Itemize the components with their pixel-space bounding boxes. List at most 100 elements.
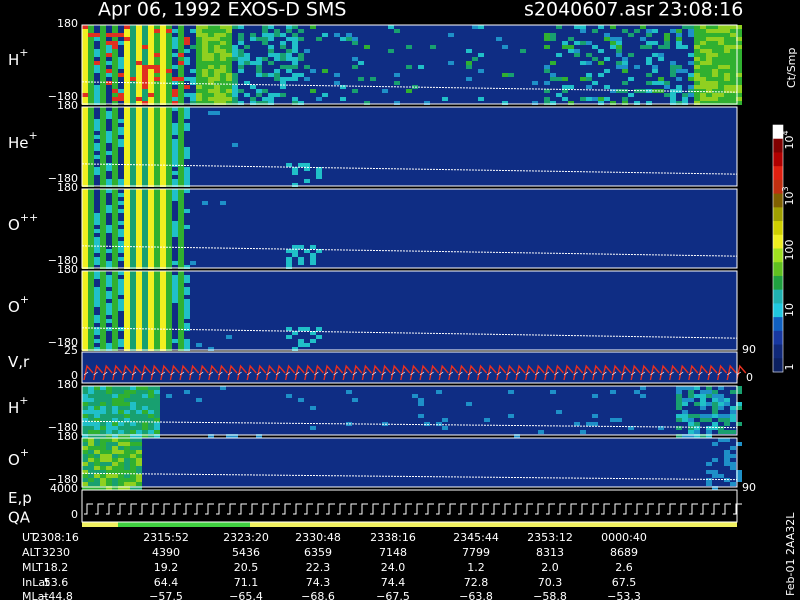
spectrogram-cell	[706, 430, 712, 434]
spectrogram-cell	[124, 101, 130, 105]
spectrogram-cell	[142, 249, 148, 253]
spectrogram-cell	[118, 279, 124, 283]
spectrogram-cell	[670, 29, 676, 33]
spectrogram-cell	[106, 189, 112, 193]
plots	[81, 24, 784, 527]
spectrogram-cell	[706, 97, 712, 101]
spectrogram-cell	[424, 101, 430, 105]
spectrogram-cell	[712, 442, 718, 446]
spectrogram-cell	[718, 89, 724, 93]
spectrogram-cell	[550, 61, 556, 65]
spectrogram-cell	[148, 217, 154, 221]
spectrogram-cell	[718, 81, 724, 85]
spectrogram-cell	[100, 143, 106, 147]
spectrogram-cell	[718, 386, 724, 390]
spectrogram-cell	[94, 245, 100, 249]
spectrogram-cell	[226, 81, 232, 85]
spectrogram-cell	[100, 33, 106, 37]
spectrogram-cell	[130, 426, 136, 430]
spectrogram-cell	[292, 77, 298, 81]
spectrogram-cell	[124, 454, 130, 458]
spectrogram-cell	[178, 171, 184, 175]
spectrogram-cell	[640, 386, 646, 390]
spectrogram-cell	[184, 209, 190, 213]
spectrogram-cell	[112, 398, 118, 402]
spectrogram-cell	[706, 89, 712, 93]
spectrogram-cell	[136, 167, 142, 171]
spectrogram-cell	[136, 57, 142, 61]
spectrogram-cell	[466, 65, 472, 69]
spectrogram-cell	[196, 73, 202, 77]
spectrogram-cell	[256, 434, 262, 438]
spectrogram-cell	[136, 486, 142, 490]
spectrogram-cell	[700, 398, 706, 402]
spectrogram-cell	[154, 197, 160, 201]
spectrogram-cell	[736, 442, 742, 446]
spectrogram-cell	[124, 41, 130, 45]
spectrogram-cell	[82, 49, 88, 53]
spectrogram-cell	[244, 81, 250, 85]
spectrogram-cell	[112, 418, 118, 422]
spectrogram-cell	[112, 101, 118, 105]
spectrogram-cell	[622, 97, 628, 101]
spectrogram-cell	[136, 339, 142, 343]
spectrogram-cell	[292, 167, 298, 171]
spectrogram-cell	[202, 97, 208, 101]
spectrogram-cell	[316, 249, 322, 253]
spectrogram-cell	[700, 93, 706, 97]
spectrogram-cell	[178, 265, 184, 269]
spectrogram-cell	[112, 311, 118, 315]
spectrogram-cell	[226, 45, 232, 49]
spectrogram-cell	[100, 111, 106, 115]
spectrogram-cell	[214, 29, 220, 33]
spectrogram-cell	[118, 229, 124, 233]
spectrogram-cell	[286, 257, 292, 261]
spectrogram-cell	[166, 155, 172, 159]
spectrogram-cell	[712, 85, 718, 89]
spectrogram-cell	[724, 77, 730, 81]
spectrogram-cell	[82, 271, 88, 275]
spectrogram-cell	[172, 291, 178, 295]
spectrogram-cell	[184, 275, 190, 279]
spectrogram-cell	[718, 406, 724, 410]
spectrogram-cell	[148, 97, 154, 101]
spectrogram-cell	[160, 275, 166, 279]
spectrogram-cell	[124, 241, 130, 245]
spectrogram-cell	[136, 253, 142, 257]
spectrogram-cell	[94, 119, 100, 123]
spectrogram-cell	[142, 119, 148, 123]
spectrogram-cell	[160, 101, 166, 105]
spectrogram-cell	[112, 265, 118, 269]
panel-label-text: O	[8, 216, 20, 234]
spectrogram-cell	[388, 49, 394, 53]
spectrogram-cell	[100, 287, 106, 291]
orbit-value: 20.5	[234, 561, 259, 574]
spectrogram-cell	[166, 261, 172, 265]
spectrogram-cell	[88, 73, 94, 77]
spectrogram-cell	[124, 426, 130, 430]
spectrogram-cell	[694, 53, 700, 57]
spectrogram-cell	[610, 41, 616, 45]
spectrogram-cell	[94, 462, 100, 466]
spectrogram-cell	[118, 209, 124, 213]
spectrogram-cell	[256, 101, 262, 105]
spectrogram-cell	[100, 261, 106, 265]
spectrogram-cell	[730, 73, 736, 77]
spectrogram-cell	[700, 37, 706, 41]
spectrogram-cell	[310, 339, 316, 343]
spectrogram-cell	[160, 189, 166, 193]
spectrogram-cell	[664, 41, 670, 45]
spectrogram-cell	[100, 311, 106, 315]
spectrogram-cell	[286, 65, 292, 69]
spectrogram-cell	[148, 33, 154, 37]
spectrogram-cell	[580, 29, 586, 33]
spectrogram-cell	[136, 414, 142, 418]
spectrogram-cell	[214, 85, 220, 89]
spectrogram-cell	[124, 131, 130, 135]
spectrogram-cell	[214, 81, 220, 85]
spectrogram-cell	[82, 414, 88, 418]
spectrogram-cell	[112, 233, 118, 237]
spectrogram-cell	[166, 123, 172, 127]
spectrogram-cell	[706, 33, 712, 37]
spectrogram-cell	[136, 111, 142, 115]
